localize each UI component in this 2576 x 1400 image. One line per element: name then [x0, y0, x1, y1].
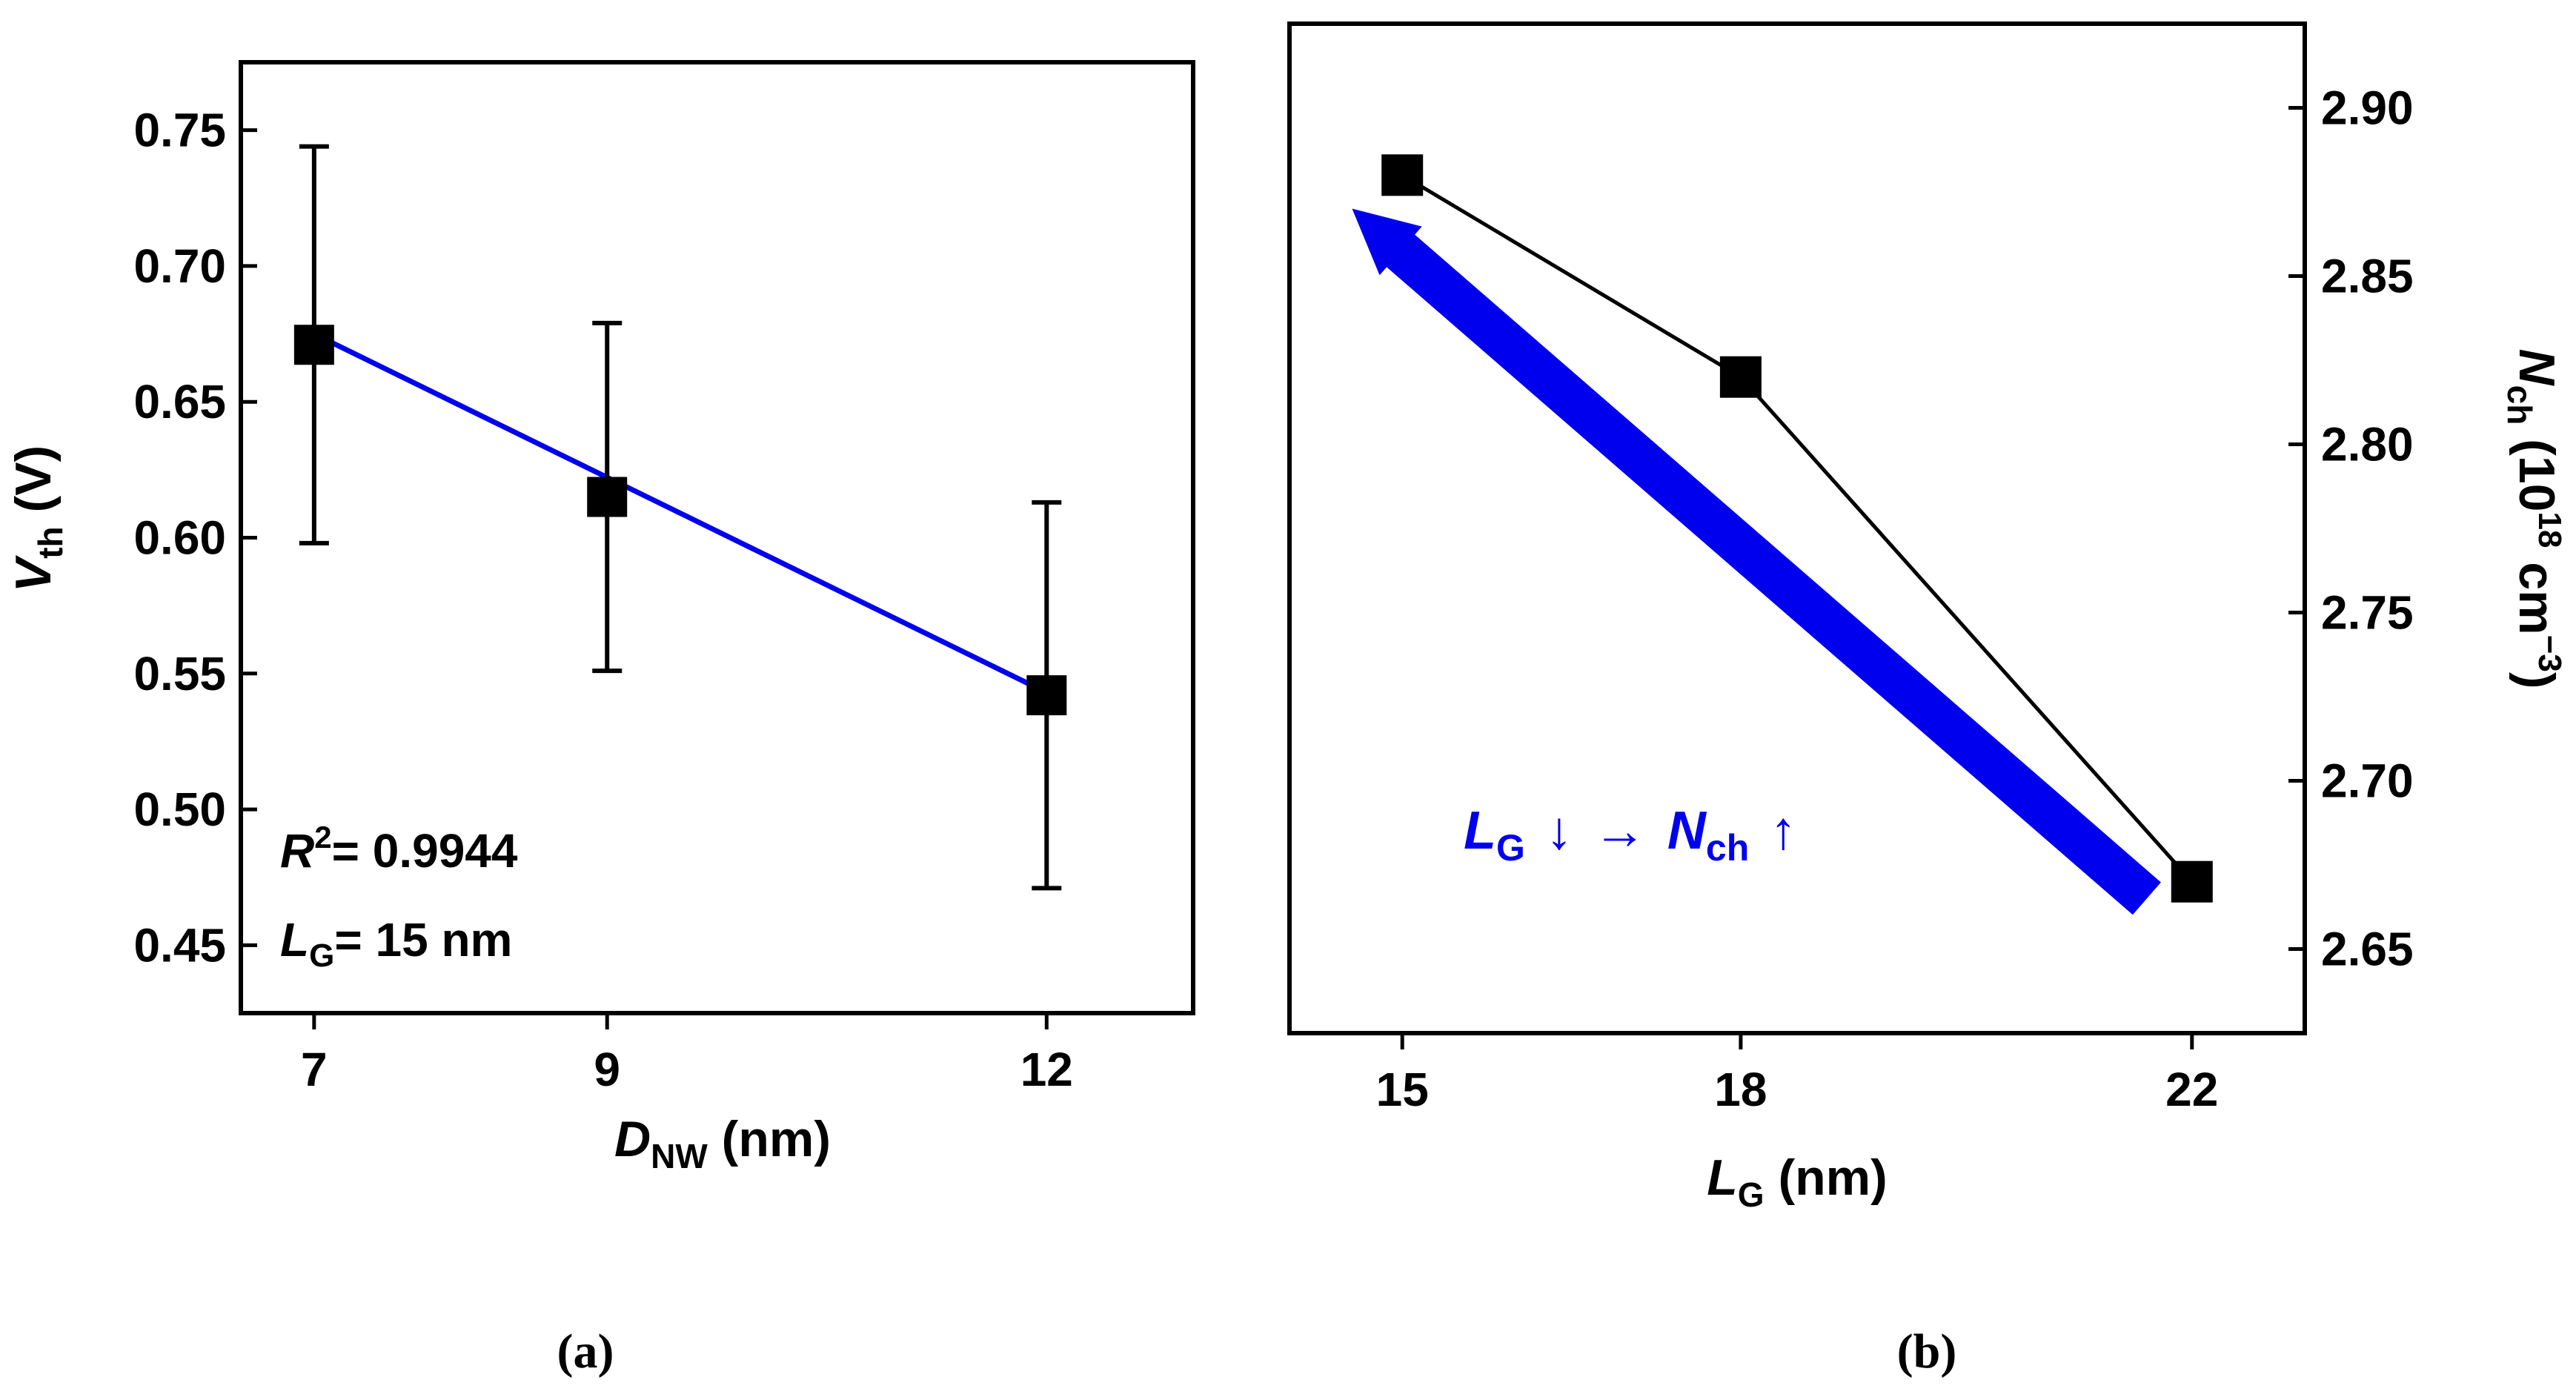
panel-a-x-tick-label: 12 [1020, 1043, 1073, 1096]
panel-b-data-marker [1719, 356, 1762, 398]
panel-b-series-line [1401, 173, 2194, 883]
panel-a-data-points [293, 144, 1067, 891]
panel-b-y-tick-label: 2.75 [2321, 586, 2414, 640]
panel-b-trend-arrow [1352, 208, 2161, 915]
panel-a-y-tick-label: 0.50 [133, 783, 226, 836]
panel-a-y-tick-label: 0.60 [133, 511, 226, 565]
panel-b-y-tick-label: 2.65 [2321, 923, 2414, 976]
panel-b-y-tick-label: 2.90 [2321, 82, 2414, 135]
panel-a-lg-annotation: LG= 15 nm [280, 913, 512, 974]
panel-b-data-marker [2171, 860, 2213, 903]
panel-b-y-tick-label: 2.85 [2321, 250, 2414, 303]
panel-b-x-tick-label: 15 [1376, 1063, 1429, 1116]
panel-a-y-ticks: 0.75 0.70 0.65 0.60 0.55 0.50 0.45 [133, 104, 257, 972]
panel-a-data-marker [293, 325, 334, 365]
panel-b-y-tick-label: 2.80 [2321, 418, 2414, 471]
panel-a-x-tick-label: 7 [301, 1043, 328, 1096]
panel-b-x-ticks: 15 18 22 [1376, 1033, 2218, 1116]
panel-a-y-tick-label: 0.65 [133, 375, 226, 428]
panel-a-data-marker [587, 477, 628, 517]
panel-b-trend-annotation: LG ↓ → Nch ↑ [1464, 801, 1796, 869]
panel-b-x-tick-label: 22 [2165, 1063, 2218, 1116]
panel-b-caption: (b) [1897, 1324, 1957, 1379]
panel-a-r2-annotation: R2= 0.9944 [280, 820, 518, 878]
panel-a-caption: (a) [557, 1324, 614, 1379]
panel-a-y-tick-label: 0.55 [133, 647, 226, 700]
panel-b-x-tick-label: 18 [1714, 1063, 1767, 1116]
panel-b-data-points [1381, 154, 2213, 903]
panel-a-data-marker [1026, 675, 1067, 716]
panel-a-y-tick-label: 0.70 [133, 239, 226, 293]
panel-b-y-ticks: 2.90 2.85 2.80 2.75 2.70 2.65 [2288, 82, 2414, 976]
panel-b-data-marker [1381, 154, 1424, 196]
panel-b-y-axis-label: Nch (1018 cm−3) [2500, 349, 2568, 689]
panel-a-y-axis-label: Vth (V) [5, 445, 70, 592]
panel-a-x-ticks: 7 9 12 [301, 1013, 1073, 1096]
panel-a-y-tick-label: 0.45 [133, 918, 226, 972]
panel-b-plot-frame [1287, 21, 2307, 1035]
panel-b: 2.90 2.85 2.80 2.75 2.70 2.65 15 18 22 LG ↓ → Nch ↑… [1287, 21, 2568, 1379]
panel-a-fit-line [313, 331, 1048, 695]
panel-a-x-tick-label: 9 [594, 1043, 620, 1096]
panel-a: 0.75 0.70 0.65 0.60 0.55 0.50 0.45 7 9 12 R2= 0.… [5, 60, 1195, 1379]
panel-b-x-axis-label: LG (nm) [1707, 1149, 1888, 1214]
panel-b-y-tick-label: 2.70 [2321, 754, 2414, 808]
panel-a-y-tick-label: 0.75 [133, 104, 226, 157]
panel-a-x-axis-label: DNW (nm) [614, 1111, 831, 1175]
